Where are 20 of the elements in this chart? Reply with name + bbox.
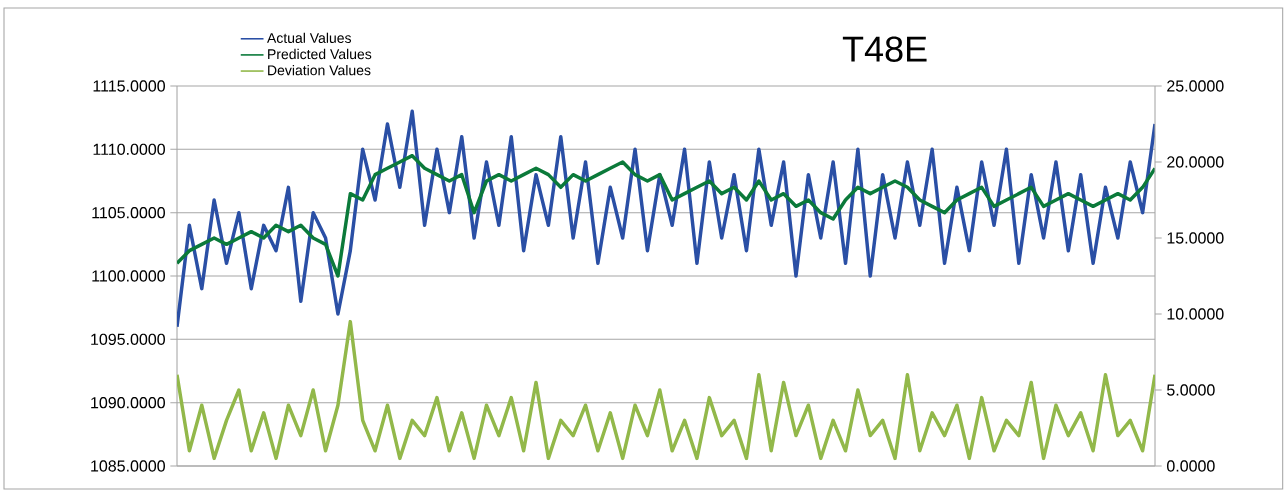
y-tick-label: 1090.0000 — [91, 397, 165, 409]
y2-tick-label: 10.0000 — [1167, 308, 1224, 320]
y2-tick-label: 5.0000 — [1167, 384, 1215, 396]
line-series — [177, 319, 1155, 461]
y2-tick-label: 15.0000 — [1167, 232, 1224, 244]
line-series — [177, 153, 1155, 278]
y2-tick-label: 0.0000 — [1167, 460, 1215, 472]
legend-label: Predicted Values — [268, 48, 372, 60]
legend-label: Actual Values — [267, 32, 352, 43]
y-tick-label: 1110.0000 — [93, 143, 165, 155]
line-series — [177, 109, 1155, 329]
y-tick-label: 1105.0000 — [92, 207, 165, 219]
y-tick-label: 1095.0000 — [91, 333, 165, 345]
y-tick-label: 1085.0000 — [91, 460, 165, 472]
y2-tick-label: 25.0000 — [1167, 80, 1224, 92]
chart-title: T48E — [842, 36, 927, 62]
y-tick-label: 1100.0000 — [92, 270, 165, 282]
y2-tick-label: 20.0000 — [1167, 156, 1224, 168]
legend-label: Deviation Values — [268, 64, 371, 76]
y-tick-label: 1115.0000 — [93, 80, 165, 92]
